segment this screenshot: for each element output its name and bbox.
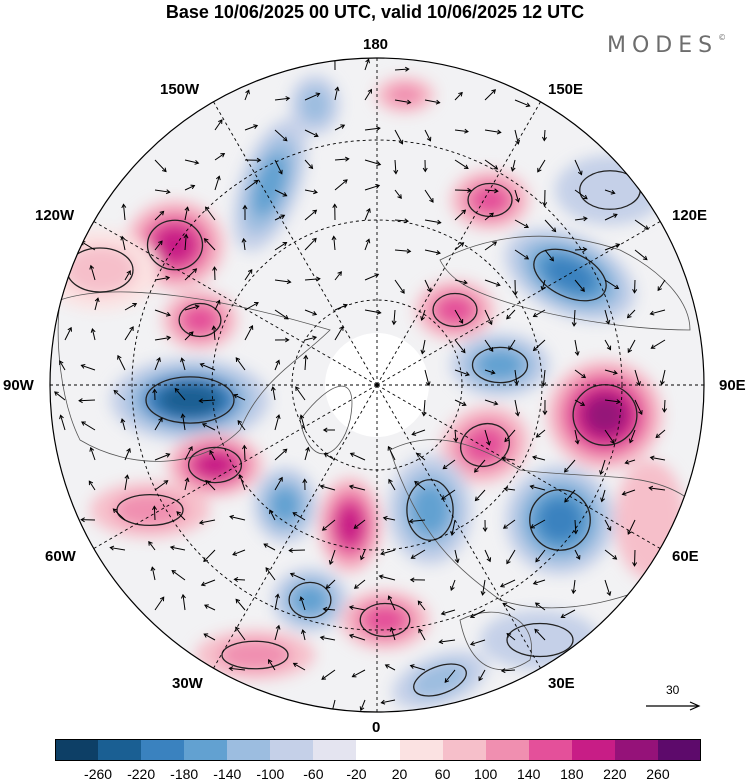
colorbar-swatch xyxy=(55,739,99,761)
colorbar-label: 180 xyxy=(560,766,584,782)
colorbar-label: -220 xyxy=(127,766,156,782)
lon-label-150w: 150W xyxy=(160,81,200,98)
map-disk xyxy=(50,58,704,712)
map-border xyxy=(49,57,705,713)
lon-label-120w: 120W xyxy=(35,207,75,224)
lon-label-90w: 90W xyxy=(3,377,34,394)
colorbar-label: 100 xyxy=(473,766,498,782)
lon-label-120e: 120E xyxy=(672,207,708,224)
colorbar-swatch xyxy=(227,739,271,761)
map-title: Base 10/06/2025 00 UTC, valid 10/06/2025… xyxy=(165,2,585,22)
colorbar-label: 220 xyxy=(603,766,627,782)
lon-label-30w: 30W xyxy=(172,675,203,692)
colorbar-label: -260 xyxy=(84,766,113,782)
colorbar-swatch xyxy=(442,739,487,761)
colorbar-frame xyxy=(55,739,701,761)
modes-logo: MODES© xyxy=(607,32,727,58)
colorbar-swatch xyxy=(184,739,228,761)
colorbar-label: -20 xyxy=(346,766,367,782)
lon-label-0: 0 xyxy=(372,719,381,736)
lon-label-90e: 90E xyxy=(719,377,746,394)
colorbar-swatch xyxy=(399,739,444,761)
lon-label-180: 180 xyxy=(363,36,389,53)
colorbar-swatch xyxy=(485,739,530,761)
colorbar-label: -100 xyxy=(256,766,285,782)
colorbar-swatch xyxy=(571,739,616,761)
lon-label-30e: 30E xyxy=(548,675,575,692)
wind-vectors xyxy=(54,58,667,712)
colorbar-swatch xyxy=(313,739,357,761)
colorbar-label: -180 xyxy=(170,766,199,782)
colorbar-swatch xyxy=(270,739,314,761)
lon-label-60w: 60W xyxy=(45,548,76,565)
colorbar-swatch xyxy=(356,739,401,761)
colorbar-label: -140 xyxy=(213,766,242,782)
graticule xyxy=(50,58,704,712)
reference-vector xyxy=(646,701,701,711)
colorbar-swatch xyxy=(528,739,573,761)
colorbar-label: 260 xyxy=(646,766,670,782)
colorbar xyxy=(55,739,702,761)
colorbar-label: -60 xyxy=(303,766,324,782)
lon-label-60e: 60E xyxy=(672,548,699,565)
lon-label-150e: 150E xyxy=(548,81,584,98)
colorbar-swatch xyxy=(614,739,659,761)
reference-vector-label: 30 xyxy=(666,683,680,697)
colorbar-label: 140 xyxy=(517,766,541,782)
colorbar-swatch xyxy=(98,739,142,761)
colorbar-swatch xyxy=(141,739,185,761)
colorbar-swatch xyxy=(657,739,702,761)
colorbar-label: 20 xyxy=(391,766,408,782)
colorbar-label: 60 xyxy=(434,766,451,782)
